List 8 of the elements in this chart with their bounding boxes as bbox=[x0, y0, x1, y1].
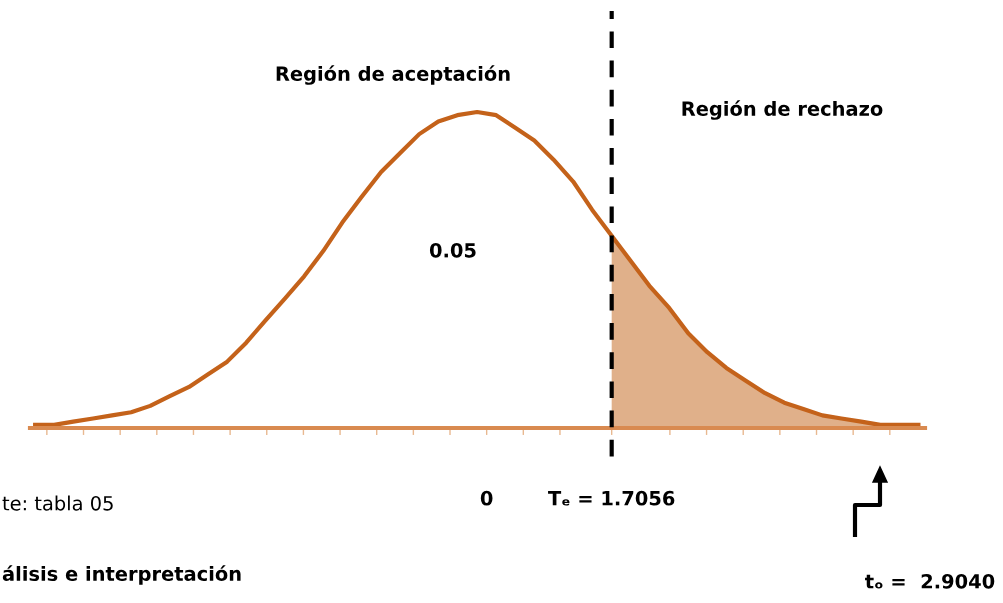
annotation: 0.05 bbox=[429, 242, 476, 258]
annotation: Región de rechazo bbox=[682, 100, 883, 120]
text: álisis e interpretación bbox=[2, 565, 241, 585]
text: te: tabla 05 bbox=[2, 495, 113, 511]
text: Región de aceptación bbox=[276, 65, 510, 85]
x-tick-label: Tₑ = 1.7056 bbox=[548, 490, 675, 506]
text: tₒ = 2.9040 bbox=[865, 573, 995, 589]
x-tick-label: 0 bbox=[480, 490, 493, 506]
